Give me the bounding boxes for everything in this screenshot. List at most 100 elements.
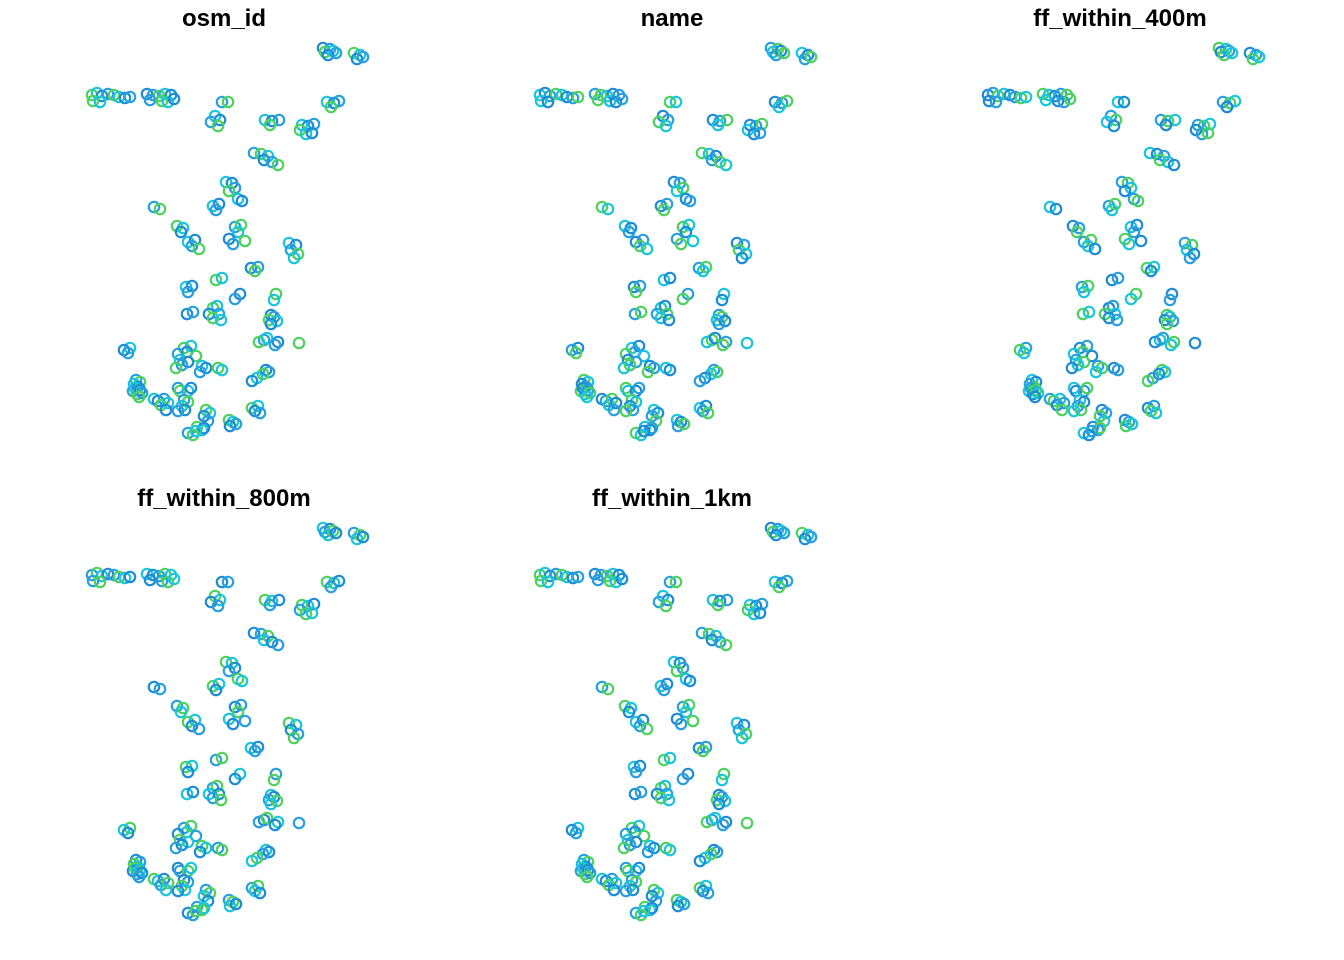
point-marker [1074,403,1088,417]
point-marker [215,363,229,377]
point-marker [662,313,676,327]
point-marker [660,197,674,211]
point-marker [695,626,709,640]
point-marker [609,575,623,589]
point-marker [159,403,173,417]
point-marker [223,899,237,913]
point-marker [1228,94,1242,108]
point-marker [167,92,181,106]
point-marker [1105,203,1119,217]
point-marker [663,843,677,857]
point-marker [609,876,623,890]
point-marker [197,901,211,915]
point-marker [753,606,767,620]
point-marker [1067,404,1081,418]
point-marker [206,311,220,325]
point-marker [622,225,636,239]
point-marker [637,904,651,918]
point-marker [674,717,688,731]
point-marker [645,421,659,435]
point-marker [719,638,733,652]
point-marker [123,90,137,104]
point-marker [657,753,671,767]
point-marker [350,52,364,66]
point-marker [713,635,727,649]
point-marker [181,355,195,369]
point-marker [121,826,135,840]
point-marker [189,904,203,918]
point-marker [710,365,724,379]
point-marker [626,403,640,417]
point-marker [1125,417,1139,431]
point-marker [683,674,697,688]
point-marker [718,314,732,328]
point-marker [1065,361,1079,375]
point-marker [705,153,719,167]
point-marker [101,87,115,101]
point-marker [629,285,643,299]
point-marker [321,48,335,62]
point-marker [1088,242,1102,256]
point-marker [155,574,169,588]
point-marker [270,794,284,808]
point-marker [1156,331,1170,345]
point-marker [215,271,229,285]
point-marker [1080,381,1094,395]
point-marker [1081,239,1095,253]
point-marker [629,765,643,779]
point-marker [161,95,175,109]
point-marker [132,390,146,404]
point-marker [541,575,555,589]
point-marker [254,627,268,641]
point-marker [628,307,642,321]
point-marker [321,528,335,542]
point-marker [181,835,195,849]
point-marker [663,95,677,109]
point-marker [174,705,188,719]
point-marker [169,841,183,855]
point-marker [171,827,185,841]
point-marker [580,390,594,404]
panel-title: ff_within_1km [592,485,752,512]
point-marker [206,791,220,805]
point-marker [659,599,673,613]
point-marker [178,883,192,897]
point-marker [1167,335,1181,349]
point-marker [566,91,580,105]
point-marker [189,829,203,843]
point-marker [595,680,609,694]
point-marker [659,119,673,133]
point-marker [209,203,223,217]
point-marker [1014,91,1028,105]
point-marker [1141,374,1155,388]
point-marker [670,664,684,678]
map-panel-ff_within_800m: ff_within_800m [85,485,370,922]
point-marker [997,87,1011,101]
point-marker [248,264,262,278]
point-marker [662,793,676,807]
point-marker [221,95,235,109]
point-marker [1143,146,1157,160]
map-panel-ff_within_1km: ff_within_1km [533,485,818,922]
point-marker [1131,194,1145,208]
point-marker [329,526,343,540]
point-marker [253,406,267,420]
point-marker [132,870,146,884]
point-marker [629,835,643,849]
point-marker [1217,48,1231,62]
point-marker [1225,46,1239,60]
point-marker [184,381,198,395]
point-marker [282,236,296,250]
point-marker [769,528,783,542]
point-marker [1055,403,1069,417]
point-marker [269,287,283,301]
point-marker [679,705,693,719]
point-marker [260,331,274,345]
point-marker [143,93,157,107]
point-marker [209,273,223,287]
point-marker [267,773,281,787]
point-marker [735,731,749,745]
point-marker [180,787,194,801]
point-marker [292,336,306,350]
point-marker [1093,421,1107,435]
